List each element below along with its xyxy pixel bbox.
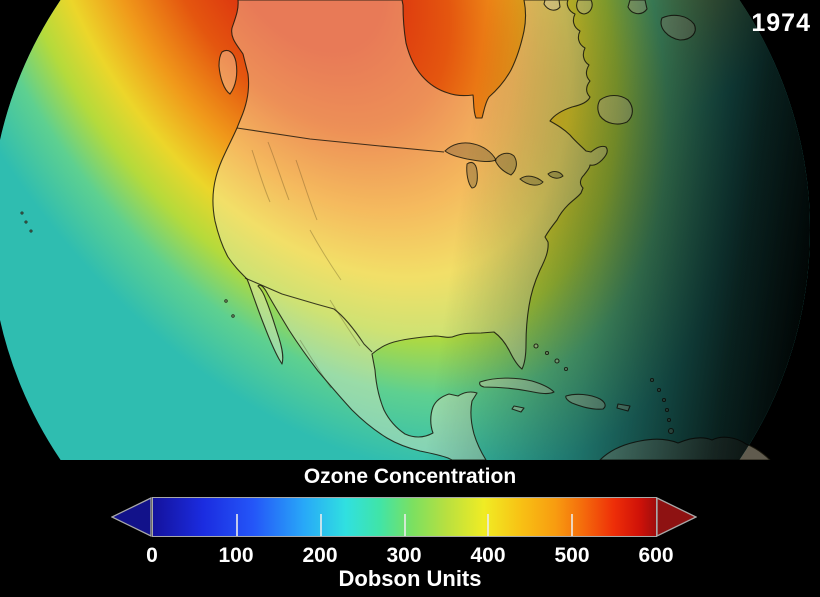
hispaniola-island — [565, 393, 606, 410]
bahamas-islet — [533, 343, 539, 349]
colorbar-tick — [487, 513, 490, 536]
legend: Ozone Concentration 0 100 200 300 400 50… — [0, 460, 820, 597]
bahamas-islet — [563, 366, 569, 372]
antilles-islet — [664, 407, 670, 413]
units-label: Dobson Units — [338, 566, 482, 591]
bahamas-islet — [554, 358, 560, 364]
puerto-rico-island — [616, 403, 631, 412]
pacific-islet — [224, 299, 228, 303]
colorbar-label-400: 400 — [470, 544, 506, 567]
pacific-islet — [24, 220, 28, 224]
land-outlines — [20, 0, 771, 460]
south-america-coast — [599, 436, 771, 460]
pacific-islet — [20, 211, 24, 215]
colorbar-right-arrow — [656, 497, 697, 537]
pacific-islet — [231, 314, 235, 318]
antilles-islet — [661, 397, 667, 403]
vancouver-island — [218, 49, 238, 95]
jamaica-island — [511, 405, 525, 413]
trinidad-islet — [667, 427, 675, 435]
antilles-islet — [649, 377, 655, 383]
cuba-island — [479, 377, 555, 395]
newfoundland-island — [597, 94, 633, 125]
colorbar-label-100: 100 — [218, 544, 254, 567]
antilles-islet — [666, 417, 672, 423]
arctic-island — [576, 0, 593, 15]
colorbar-label-0: 0 — [146, 544, 158, 567]
arctic-island — [660, 14, 696, 41]
colorbar-tick — [319, 513, 322, 536]
colorbar-label-500: 500 — [554, 544, 590, 567]
year-label: 1974 — [751, 9, 811, 37]
pacific-islet — [29, 229, 33, 233]
arctic-island — [627, 0, 648, 15]
colorbar-label-600: 600 — [638, 544, 674, 567]
legend-title: Ozone Concentration — [303, 465, 517, 488]
colorbar-tick — [403, 513, 406, 536]
colorbar-left-arrow — [111, 497, 152, 537]
colorbar-gradient — [152, 497, 657, 537]
antilles-islet — [656, 387, 662, 393]
colorbar-tick — [571, 513, 574, 536]
colorbar-label-200: 200 — [302, 544, 338, 567]
globe-map: 1974 — [0, 0, 811, 460]
bahamas-islet — [544, 350, 550, 356]
colorbar-tick — [235, 513, 238, 536]
colorbar-label-300: 300 — [386, 544, 422, 567]
